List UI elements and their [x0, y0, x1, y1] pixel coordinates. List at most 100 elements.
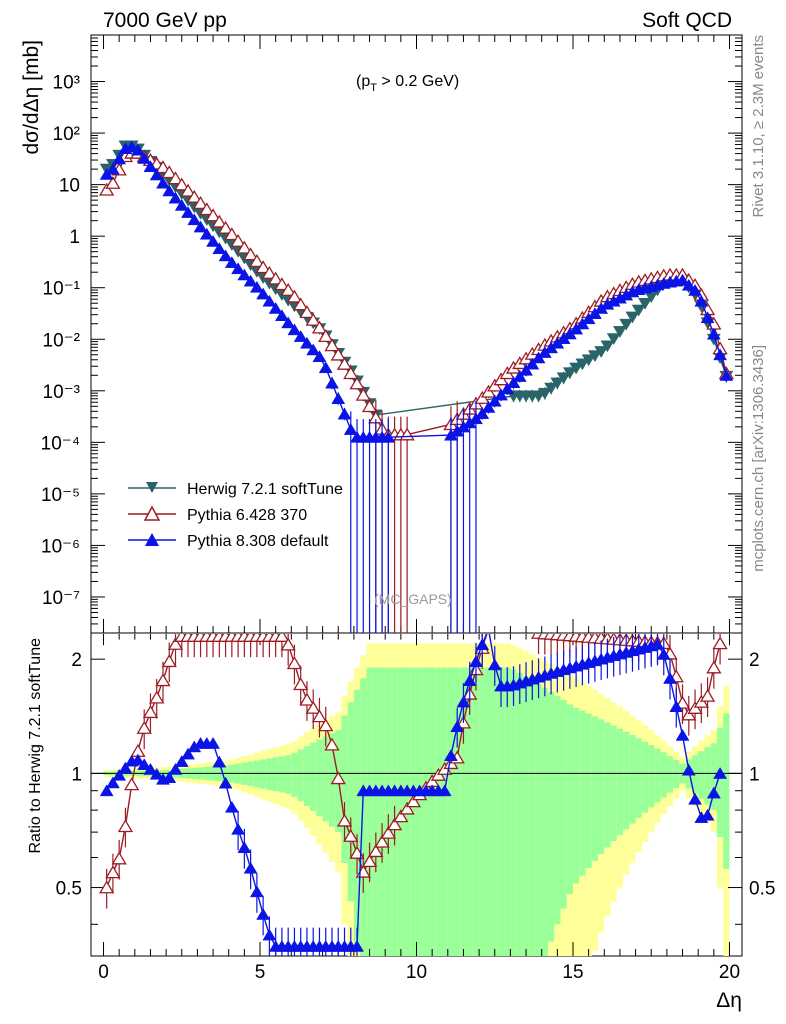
ratio-point [274, 634, 290, 642]
ratio-point [136, 720, 152, 734]
legend-label-herwig: Herwig 7.2.1 softTune [187, 481, 343, 498]
ratio-point [368, 844, 384, 858]
band-inner [541, 687, 548, 956]
data-point [249, 280, 264, 293]
band-inner [579, 710, 586, 876]
band-inner [710, 743, 717, 811]
band-inner [353, 689, 361, 952]
data-point [199, 227, 214, 240]
band-inner [466, 667, 473, 956]
ratio-point [168, 762, 183, 775]
x-tick-label: 20 [719, 962, 740, 983]
band-inner [328, 733, 336, 827]
band-inner [535, 684, 542, 956]
data-point [512, 370, 527, 382]
ratio-point [687, 700, 703, 714]
data-point [481, 400, 496, 413]
ratio-point [161, 654, 177, 668]
data-point [305, 312, 321, 326]
ratio-series [99, 634, 728, 956]
data-point [143, 160, 158, 173]
data-point [625, 311, 640, 324]
data-point [300, 336, 314, 349]
ratio-point [663, 672, 677, 684]
data-point [480, 384, 497, 398]
y-tick-label: 10 [59, 176, 80, 197]
ratio-point [399, 801, 415, 815]
band-inner [366, 667, 373, 956]
band-inner [660, 752, 667, 798]
data-point [312, 350, 327, 362]
data-point [262, 294, 277, 307]
band-inner [372, 667, 379, 956]
legend-label-pythia6: Pythia 6.428 370 [187, 507, 307, 524]
mcplots-reference-label: mcplots.cern.ch [arXiv:1306.3436] [750, 345, 767, 572]
band-inner [585, 713, 592, 869]
ratio-point [149, 690, 165, 704]
data-point [274, 277, 290, 291]
data-point [606, 333, 621, 346]
data-point [519, 363, 533, 376]
x-tick-label: 10 [406, 962, 427, 983]
band-inner [604, 722, 611, 848]
band-inner [648, 745, 655, 808]
ratio-tick-label-right: 0.5 [749, 879, 775, 900]
band-inner [272, 757, 279, 792]
ratio-point [249, 885, 264, 898]
ratio-point [280, 637, 296, 651]
ratio-point [700, 808, 715, 821]
data-point [242, 247, 259, 261]
data-point [587, 350, 602, 363]
ratio-point [131, 753, 145, 766]
data-point [688, 283, 702, 296]
band-inner [716, 727, 724, 837]
ratio-point [99, 880, 115, 894]
band-inner [491, 667, 498, 956]
band-inner [303, 746, 311, 807]
data-point [349, 376, 365, 390]
ratio-tick-label: 0.5 [56, 879, 82, 900]
y-tick-label: 10⁻¹ [43, 279, 81, 300]
data-point [174, 198, 189, 211]
ratio-tick-label: 2 [71, 650, 82, 671]
band-inner [447, 667, 455, 956]
band-inner [441, 667, 448, 956]
ratio-point [206, 736, 220, 749]
ratio-point [124, 777, 140, 791]
legend: Herwig 7.2.1 softTune Pythia 6.428 370 P… [128, 481, 343, 550]
data-point [105, 175, 121, 189]
process-title: Soft QCD [642, 9, 732, 32]
data-point [311, 320, 328, 334]
y-tick-label: 10⁻³ [43, 382, 81, 403]
data-point [186, 189, 202, 203]
band-inner [629, 734, 636, 824]
data-point [500, 382, 515, 395]
data-point [631, 304, 646, 317]
ratio-point [137, 758, 152, 770]
ratio-point [656, 647, 671, 660]
data-point [525, 357, 540, 370]
data-point [231, 262, 246, 275]
data-point [293, 297, 309, 311]
data-point [569, 362, 584, 375]
rivet-version-label: Rivet 3.1.10, ≥ 2.3M events [750, 35, 767, 218]
pt-cut-subscript: T [370, 82, 377, 94]
ratio-point [167, 636, 184, 650]
data-point [206, 234, 220, 247]
data-point [112, 152, 127, 165]
ratio-point [105, 865, 121, 879]
band-inner [385, 667, 392, 956]
data-point [180, 183, 196, 197]
ratio-point [111, 851, 127, 865]
band-inner [472, 667, 480, 956]
band-inner [297, 749, 304, 802]
band-inner [422, 667, 430, 956]
ratio-point [212, 755, 227, 768]
analysis-watermark: (MC_GAPS) [374, 591, 452, 607]
ratio-point [155, 673, 171, 687]
ratio-point [117, 819, 134, 833]
data-point [706, 327, 721, 340]
data-point [544, 382, 559, 395]
data-point [331, 392, 346, 404]
band-inner [516, 672, 523, 956]
